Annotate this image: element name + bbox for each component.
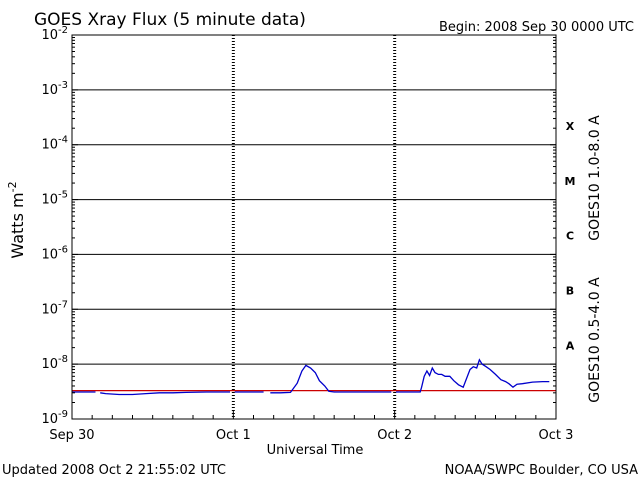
grid	[72, 34, 556, 420]
y-axis-label: Watts m-2	[6, 181, 27, 258]
series-layer	[72, 358, 556, 396]
x-tick-label: Oct 1	[216, 428, 251, 443]
y-tick-label: 10-9	[41, 409, 68, 427]
flare-class-b: B	[566, 285, 574, 298]
flare-class-x: X	[566, 120, 575, 133]
series-line-1	[270, 364, 392, 394]
series-line-1	[396, 358, 550, 393]
x-tick-label: Sep 30	[49, 428, 94, 443]
credit-label: NOAA/SWPC Boulder, CO USA	[445, 463, 638, 478]
chart-title: GOES Xray Flux (5 minute data)	[34, 10, 306, 30]
y-axis-label-base: Watts m	[8, 192, 27, 258]
updated-timestamp: Updated 2008 Oct 2 21:55:02 UTC	[2, 463, 226, 478]
y-tick-label: 10-3	[41, 80, 68, 98]
y-axis-label-exp: -2	[6, 181, 19, 192]
x-tick-label: Oct 3	[539, 428, 574, 443]
flare-class-labels: X M C B A	[565, 120, 576, 352]
x-tick-label: Oct 2	[377, 428, 412, 443]
y-tick-label: 10-7	[41, 299, 68, 317]
begin-label: Begin: 2008 Sep 30 0000 UTC	[439, 20, 634, 35]
y-tick-label: 10-8	[41, 354, 68, 372]
x-axis-label: Universal Time	[267, 443, 364, 458]
flare-class-m: M	[565, 175, 576, 188]
flare-class-c: C	[566, 230, 574, 243]
series-line-1	[100, 391, 230, 396]
axis-ticks	[71, 34, 557, 420]
y-tick-label: 10-4	[41, 135, 68, 153]
y-tick-labels: 10-9 10-8 10-7 10-6 10-5 10-4 10-3 10-2	[41, 25, 68, 427]
legend-series-short: GOES10 0.5-4.0 A	[587, 277, 603, 403]
y-tick-label: 10-5	[41, 190, 68, 208]
y-tick-label: 10-2	[41, 25, 68, 43]
flare-class-a: A	[566, 339, 575, 352]
legend-series-long: GOES10 1.0-8.0 A	[587, 115, 603, 241]
y-tick-label: 10-6	[41, 244, 68, 262]
x-tick-labels: Sep 30 Oct 1 Oct 2 Oct 3	[49, 428, 573, 443]
